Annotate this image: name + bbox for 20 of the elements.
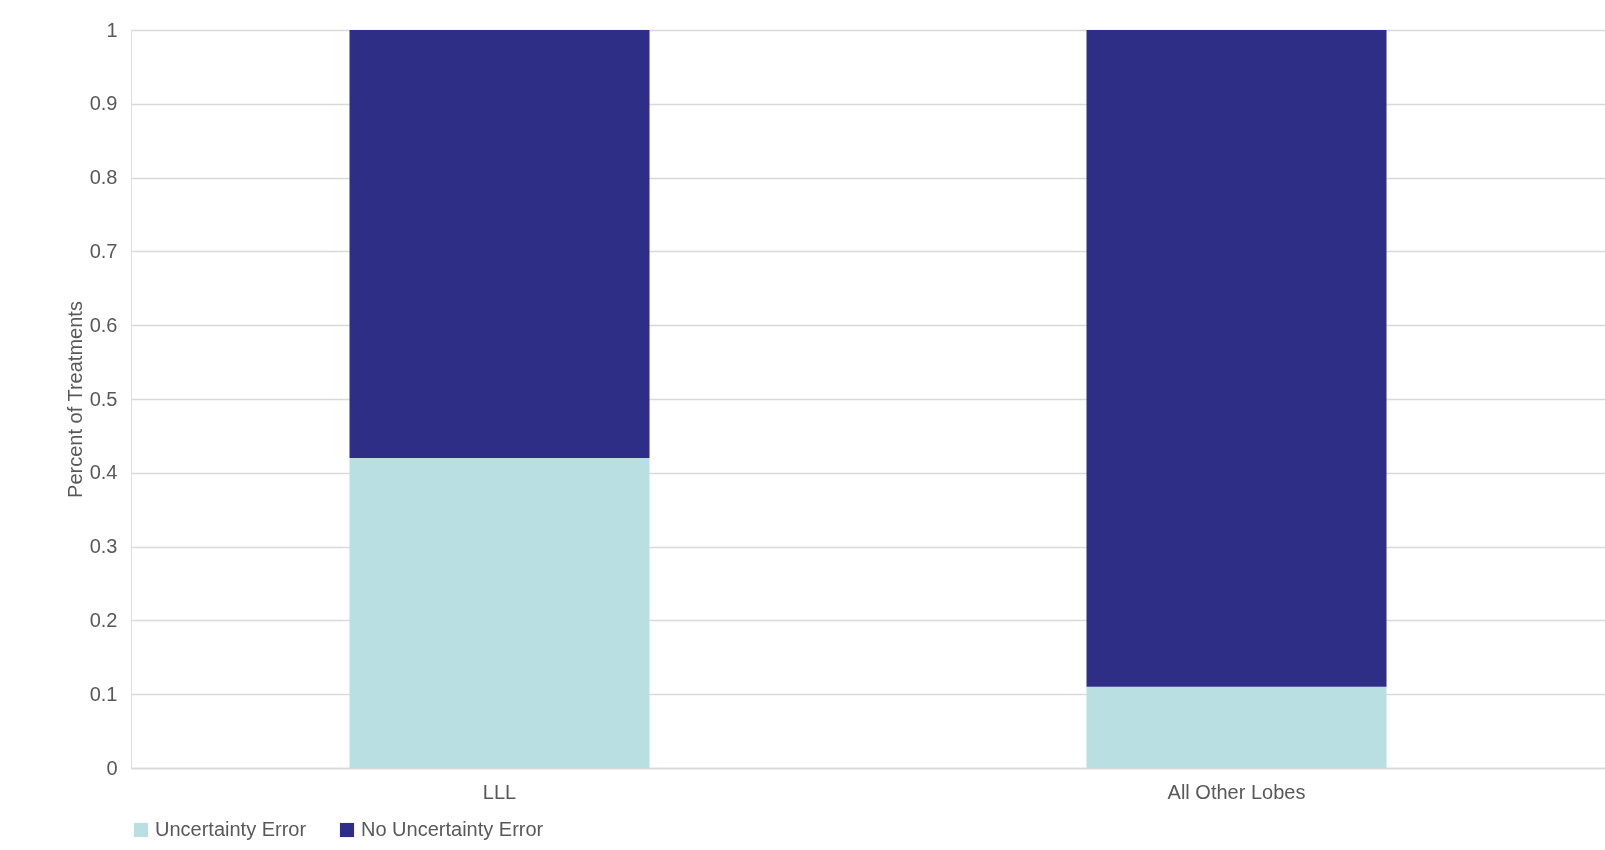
bar — [349, 458, 650, 768]
y-tick-label: 0.2 — [89, 608, 118, 631]
legend-label: No Uncertainty Error — [361, 818, 544, 840]
x-tick-label: All Other Lobes — [1167, 780, 1306, 803]
y-tick-label: 0.3 — [89, 535, 118, 558]
y-tick-label: 0.4 — [89, 461, 118, 484]
y-tick-label: 1 — [106, 18, 118, 41]
y-tick-label: 0.6 — [89, 313, 118, 336]
y-axis-title: Percent of Treatments — [63, 301, 86, 498]
y-tick-label: 0.5 — [89, 387, 118, 410]
x-tick-label: LLL — [482, 780, 517, 803]
legend-label: Uncertainty Error — [155, 818, 307, 840]
y-tick-label: 0 — [106, 756, 118, 779]
y-tick-label: 0.1 — [89, 682, 118, 705]
y-tick-label: 0.8 — [89, 166, 118, 189]
y-tick-label: 0.9 — [89, 92, 118, 115]
bar — [349, 30, 650, 459]
y-tick-label: 0.7 — [89, 239, 118, 262]
bar — [1086, 30, 1387, 687]
bar — [1086, 686, 1387, 768]
